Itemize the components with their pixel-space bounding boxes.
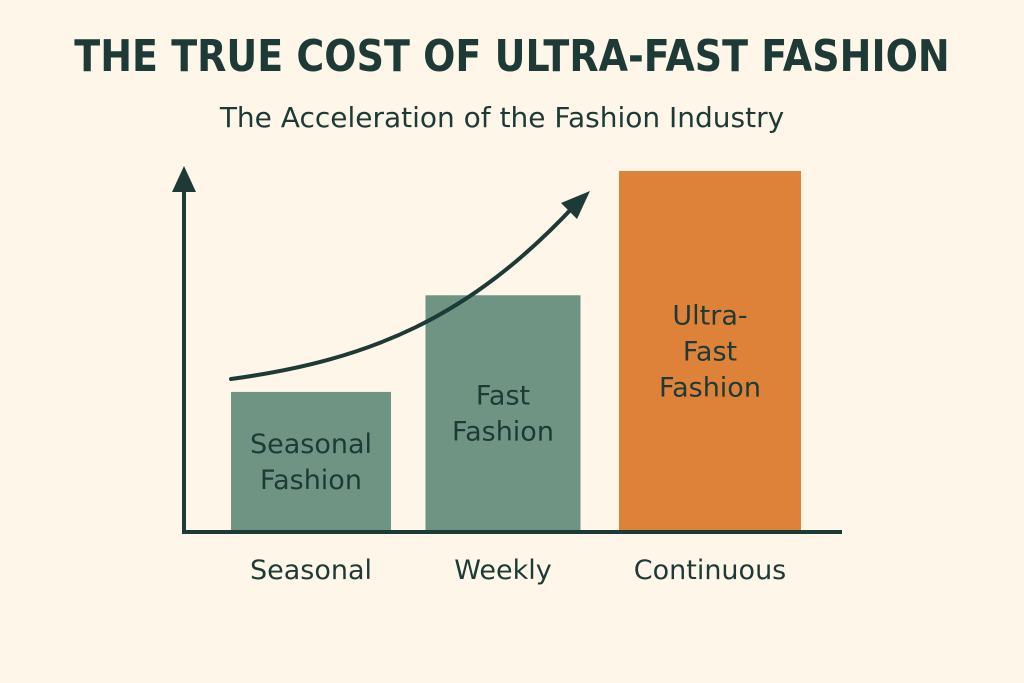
trend-curve	[229, 202, 578, 381]
axes	[172, 166, 842, 534]
bars-layer	[231, 171, 801, 530]
bar-label-seasonal: Seasonal Fashion	[250, 429, 372, 496]
bar-continuous	[619, 171, 801, 530]
bar-label-continuous: Ultra- Fast Fashion	[659, 301, 761, 404]
tick-labels-layer: Seasonal Weekly Continuous	[250, 555, 786, 586]
y-axis-arrowhead-icon	[172, 166, 196, 192]
bar-seasonal	[231, 391, 391, 530]
trend-arrow	[229, 191, 590, 381]
bar-label-line: Seasonal	[250, 429, 372, 460]
trend-arrowhead-icon	[561, 191, 590, 219]
chart-title: THE TRUE COST OF ULTRA-FAST FASHION	[74, 30, 950, 82]
bar-label-line: Ultra-	[672, 301, 747, 332]
bar-label-line: Fashion	[260, 465, 362, 496]
x-tick-label-continuous: Continuous	[634, 555, 787, 586]
x-tick-label-weekly: Weekly	[454, 555, 551, 586]
bar-label-weekly: Fast Fashion	[452, 381, 554, 448]
chart-subtitle: The Acceleration of the Fashion Industry	[219, 101, 785, 134]
x-tick-label-seasonal: Seasonal	[250, 555, 372, 586]
bar-label-line: Fast	[476, 381, 530, 412]
bar-weekly	[425, 295, 581, 530]
bar-label-line: Fashion	[452, 417, 554, 448]
bar-label-line: Fashion	[659, 373, 761, 404]
bar-labels-layer: Seasonal Fashion Fast Fashion Ultra- Fast Fash…	[250, 301, 761, 496]
bar-label-line: Fast	[683, 337, 737, 368]
